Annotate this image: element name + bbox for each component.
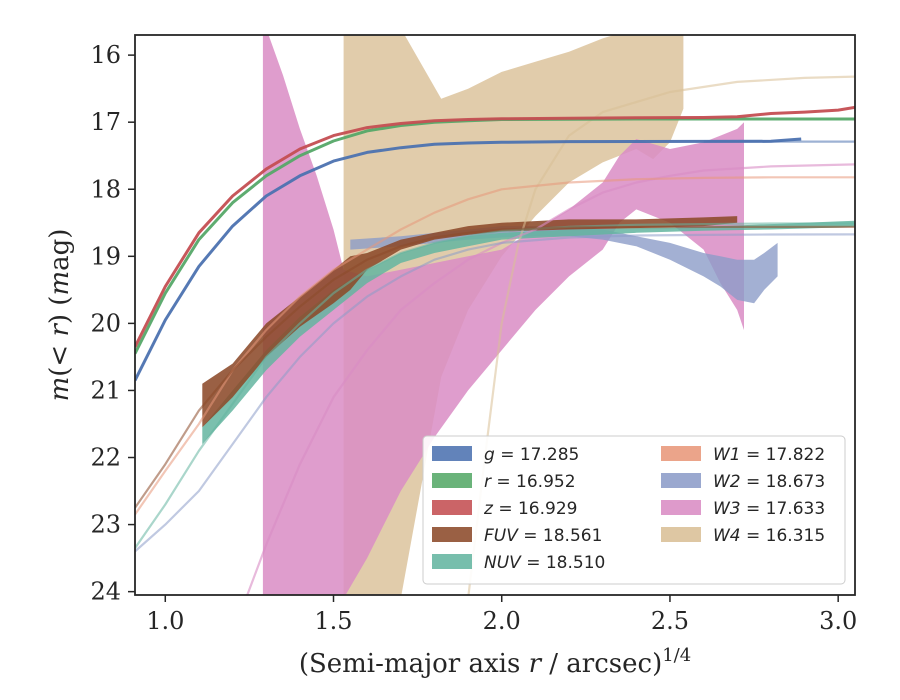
- y-tick-label: 22: [90, 444, 121, 472]
- x-tick-label: 1.5: [314, 607, 352, 635]
- legend-label-w2: W2 = 18.673: [713, 472, 825, 492]
- legend-swatch-w4: [661, 527, 701, 542]
- model-line-w4: [467, 75, 855, 595]
- x-axis-label: (Semi-major axis r / arcsec)1/4: [299, 645, 691, 679]
- legend-swatch-w3: [661, 500, 701, 515]
- model-line-w2: [135, 233, 855, 553]
- legend-swatch-w1: [661, 446, 701, 461]
- legend-label-fuv: FUV = 18.561: [484, 526, 602, 546]
- y-tick-label: 19: [90, 242, 121, 270]
- y-tick-label: 18: [90, 175, 121, 203]
- x-tick-label: 2.0: [483, 607, 521, 635]
- model-line-g: [135, 137, 802, 382]
- y-tick-label: 21: [90, 376, 121, 404]
- band-w2: [350, 226, 778, 304]
- band-nuv: [202, 220, 855, 445]
- legend-label-w4: W4 = 16.315: [713, 526, 825, 546]
- legend-label-w3: W3 = 17.633: [713, 499, 825, 519]
- legend-swatch-fuv: [432, 527, 472, 542]
- y-tick-label: 24: [90, 578, 121, 606]
- band-w4: [343, 35, 684, 595]
- x-tick-label: 3.0: [819, 607, 857, 635]
- y-tick-label: 17: [90, 108, 121, 136]
- legend-label-nuv: NUV = 18.510: [484, 553, 605, 573]
- y-tick-label: 16: [90, 41, 121, 69]
- legend-label-r: r = 16.952: [484, 472, 576, 492]
- model-line-z: [135, 105, 855, 348]
- legend-swatch-nuv: [432, 554, 472, 569]
- legend-swatch-r: [432, 473, 472, 488]
- legend-swatch-g: [432, 446, 472, 461]
- model-line-fuv: [135, 225, 855, 509]
- legend-label-z: z = 16.929: [483, 499, 577, 519]
- legend-label-w1: W1 = 17.822: [713, 445, 825, 465]
- model-line-nuv: [135, 222, 855, 549]
- y-tick-label: 23: [90, 511, 121, 539]
- legend-swatch-z: [432, 500, 472, 515]
- model-line-w1: [135, 176, 855, 516]
- plot-frame: [134, 34, 856, 596]
- legend: g = 17.285 r = 16.952 z = 16.929 FUV = 18.5…: [422, 435, 846, 585]
- tick-layer: 1.0 1.5 2.0 2.5 3.0 16 17 18 19 20 21 22 23 24: [90, 41, 857, 635]
- legend-label-g: g = 17.285: [484, 445, 579, 465]
- x-tick-label: 1.0: [146, 607, 184, 635]
- x-tick-label: 2.5: [651, 607, 689, 635]
- y-tick-label: 20: [90, 309, 121, 337]
- legend-box: [422, 435, 846, 585]
- y-axis-label: m(< r) (mag): [45, 229, 75, 402]
- data-layer: [135, 35, 855, 595]
- legend-swatch-w2: [661, 473, 701, 488]
